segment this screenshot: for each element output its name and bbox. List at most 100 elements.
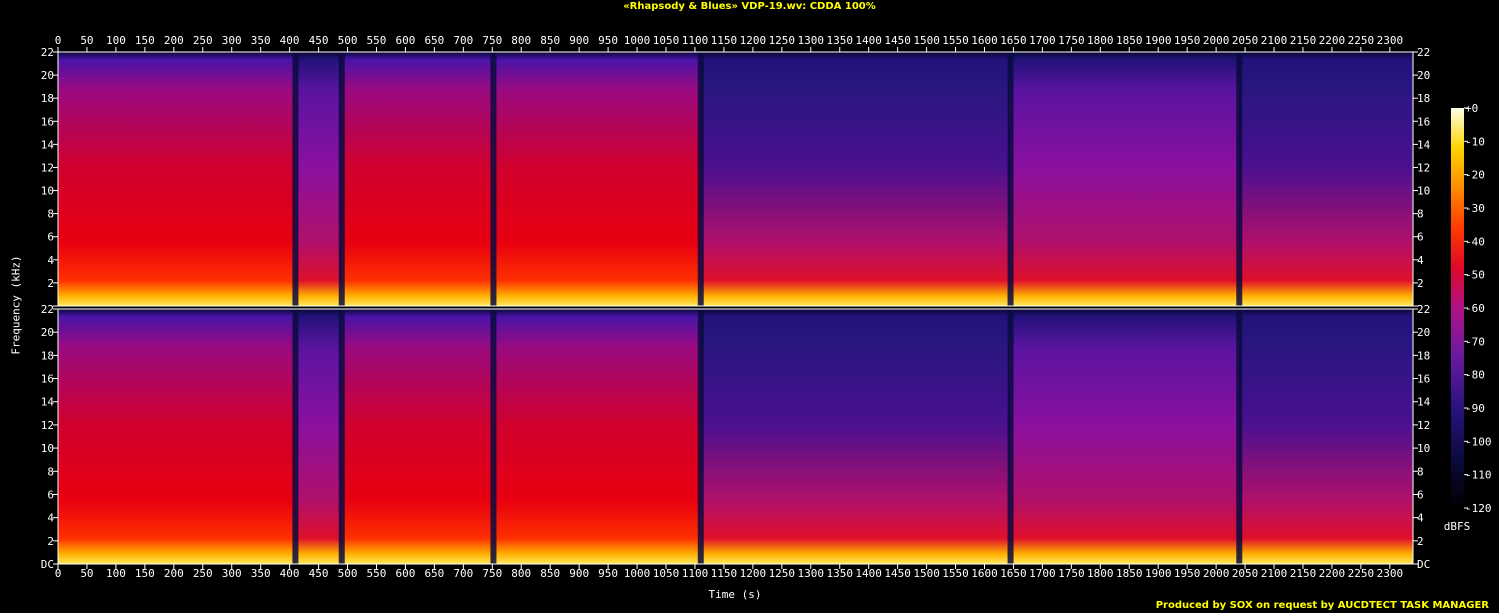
y-tick-label: 4 <box>47 512 54 525</box>
colorbar-tick-label: -70 <box>1465 335 1485 348</box>
colorbar-label: dBFS <box>1444 520 1471 533</box>
y-tick-label: 12 <box>41 161 54 174</box>
x-tick-label: 1000 <box>624 34 651 47</box>
y-tick-label: 6 <box>1417 488 1424 501</box>
x-tick-label: 550 <box>367 34 387 47</box>
x-tick-label: 300 <box>222 567 242 580</box>
colorbar-tick-label: -10 <box>1465 135 1485 148</box>
x-tick-label: 2100 <box>1261 34 1288 47</box>
x-tick-label: 1950 <box>1174 567 1201 580</box>
track-boundary <box>292 309 299 564</box>
x-tick-label: 2050 <box>1232 34 1259 47</box>
y-tick-label: 2 <box>47 277 54 290</box>
x-tick-label: 750 <box>482 34 502 47</box>
colorbar-tick-label: -20 <box>1465 169 1485 182</box>
x-tick-label: 1250 <box>769 567 796 580</box>
x-tick-label: 1800 <box>1087 34 1114 47</box>
x-tick-label: 2200 <box>1319 567 1346 580</box>
track-boundary <box>338 52 345 306</box>
x-tick-label: 950 <box>598 34 618 47</box>
x-tick-label: 350 <box>251 34 271 47</box>
x-tick-label: 300 <box>222 34 242 47</box>
x-tick-label: 700 <box>453 34 473 47</box>
y-tick-label: 18 <box>41 349 54 362</box>
x-tick-label: 1450 <box>884 567 911 580</box>
y-tick-label: 12 <box>41 419 54 432</box>
x-tick-label: 950 <box>598 567 618 580</box>
x-tick-label: 1250 <box>769 34 796 47</box>
y-tick-label: 6 <box>47 231 54 244</box>
x-tick-label: 1350 <box>826 567 853 580</box>
x-tick-label: 1800 <box>1087 567 1114 580</box>
x-tick-label: 900 <box>569 34 589 47</box>
y-tick-label: 10 <box>41 185 54 198</box>
x-tick-label: 1750 <box>1058 567 1085 580</box>
x-tick-label: 1050 <box>653 567 680 580</box>
track-boundary <box>1007 309 1014 564</box>
track-boundary <box>697 52 704 306</box>
x-tick-label: 1900 <box>1145 567 1172 580</box>
x-tick-label: 400 <box>280 34 300 47</box>
x-axis-label: Time (s) <box>708 588 762 601</box>
x-tick-label: 2250 <box>1348 567 1375 580</box>
y-tick-label: 20 <box>41 326 54 339</box>
x-tick-label: 1850 <box>1116 567 1143 580</box>
x-tick-label: 550 <box>367 567 387 580</box>
y-tick-label: 4 <box>1417 512 1424 525</box>
x-tick-label: 650 <box>424 34 444 47</box>
y-tick-label: DC <box>41 558 54 571</box>
x-tick-label: 1600 <box>971 34 998 47</box>
x-tick-label: 150 <box>135 567 155 580</box>
y-tick-label: 6 <box>1417 231 1424 244</box>
x-tick-label: 0 <box>55 567 62 580</box>
x-tick-label: 200 <box>164 567 184 580</box>
x-tick-label: 450 <box>309 567 329 580</box>
x-tick-label: 1150 <box>711 567 738 580</box>
footer-credit: Produced by SOX on request by AUCDTECT T… <box>1155 600 1489 611</box>
y-tick-label: 6 <box>47 488 54 501</box>
spectrogram-segment <box>1010 52 1240 306</box>
y-tick-label: 14 <box>41 396 55 409</box>
y-tick-label: 20 <box>1417 69 1430 82</box>
x-tick-label: 2250 <box>1348 34 1375 47</box>
x-tick-label: 1700 <box>1029 34 1056 47</box>
x-tick-label: 1650 <box>1000 34 1027 47</box>
spectrogram-segment <box>1239 309 1413 564</box>
x-tick-label: 1550 <box>942 567 969 580</box>
y-axis-label: Frequency (kHz) <box>9 255 23 355</box>
y-tick-label: 8 <box>47 465 54 478</box>
x-tick-label: 1000 <box>624 567 651 580</box>
x-tick-label: 1700 <box>1029 567 1056 580</box>
x-tick-label: 50 <box>80 567 93 580</box>
y-tick-label: 22 <box>1417 46 1430 59</box>
x-tick-label: 450 <box>309 34 329 47</box>
x-tick-label: 700 <box>453 567 473 580</box>
x-tick-label: 650 <box>424 567 444 580</box>
y-tick-label: 18 <box>1417 349 1430 362</box>
y-tick-label: 4 <box>1417 254 1424 267</box>
colorbar-tick-label: -90 <box>1465 402 1485 415</box>
y-tick-label: 22 <box>1417 303 1430 316</box>
y-tick-label: 14 <box>41 138 55 151</box>
colorbar-tick-label: -30 <box>1465 202 1485 215</box>
colorbar: +0 -10 -20 -30 -40 -50 -60 -70 -80 -90 -100 -110 -12… <box>1444 102 1492 533</box>
x-tick-label: 600 <box>395 567 415 580</box>
spectrogram-segment <box>58 309 296 564</box>
spectrogram-segment <box>341 52 494 306</box>
x-tick-label: 1200 <box>740 567 767 580</box>
x-tick-label: 250 <box>193 34 213 47</box>
y-tick-label: 20 <box>41 69 54 82</box>
x-tick-label: 1950 <box>1174 34 1201 47</box>
x-tick-label: 0 <box>55 34 62 47</box>
x-tick-label: 2300 <box>1377 567 1404 580</box>
y-tick-label: 8 <box>47 208 54 221</box>
x-tick-label: 150 <box>135 34 155 47</box>
y-tick-label: 20 <box>1417 326 1430 339</box>
x-tick-label: 1200 <box>740 34 767 47</box>
x-tick-label: 1850 <box>1116 34 1143 47</box>
x-tick-label: 1300 <box>798 567 825 580</box>
spectrogram-panels <box>58 52 1413 564</box>
spectrogram-segment <box>1010 309 1240 564</box>
